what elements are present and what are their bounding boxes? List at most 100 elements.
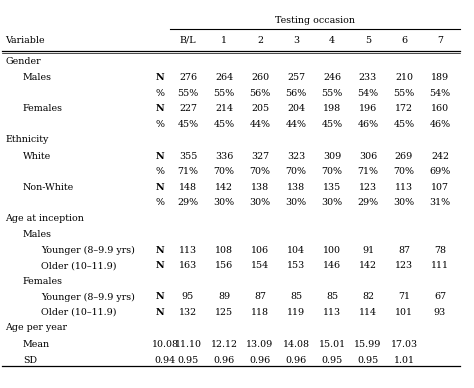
Text: 101: 101 — [395, 308, 413, 317]
Text: 0.95: 0.95 — [357, 356, 379, 365]
Text: 196: 196 — [359, 104, 377, 114]
Text: 17.03: 17.03 — [391, 340, 418, 349]
Text: 54%: 54% — [429, 89, 451, 98]
Text: 0.94: 0.94 — [155, 356, 175, 365]
Text: 45%: 45% — [321, 120, 343, 129]
Text: 242: 242 — [431, 152, 449, 161]
Text: 204: 204 — [287, 104, 305, 114]
Text: 114: 114 — [359, 308, 377, 317]
Text: 56%: 56% — [285, 89, 307, 98]
Text: 260: 260 — [251, 73, 269, 83]
Text: White: White — [23, 152, 51, 161]
Text: 71%: 71% — [177, 168, 199, 177]
Text: 15.01: 15.01 — [319, 340, 346, 349]
Text: SD: SD — [23, 356, 37, 365]
Text: %: % — [155, 120, 164, 129]
Text: 30%: 30% — [393, 199, 415, 208]
Text: 106: 106 — [251, 246, 269, 255]
Text: 30%: 30% — [249, 199, 271, 208]
Text: 6: 6 — [401, 36, 407, 45]
Text: 309: 309 — [323, 152, 341, 161]
Text: 205: 205 — [251, 104, 269, 114]
Text: 93: 93 — [434, 308, 446, 317]
Text: 276: 276 — [179, 73, 197, 83]
Text: 148: 148 — [179, 183, 197, 192]
Text: 46%: 46% — [357, 120, 379, 129]
Text: 89: 89 — [218, 293, 230, 301]
Text: 323: 323 — [287, 152, 305, 161]
Text: 257: 257 — [287, 73, 305, 83]
Text: 0.96: 0.96 — [213, 356, 235, 365]
Text: 100: 100 — [323, 246, 341, 255]
Text: 29%: 29% — [177, 199, 199, 208]
Text: 30%: 30% — [213, 199, 235, 208]
Text: Testing occasion: Testing occasion — [275, 16, 355, 25]
Text: 104: 104 — [287, 246, 305, 255]
Text: 154: 154 — [251, 262, 269, 270]
Text: 4: 4 — [329, 36, 335, 45]
Text: 45%: 45% — [393, 120, 415, 129]
Text: Non-White: Non-White — [23, 183, 74, 192]
Text: 172: 172 — [395, 104, 413, 114]
Text: N: N — [155, 246, 164, 255]
Text: N: N — [155, 293, 164, 301]
Text: Age per year: Age per year — [5, 324, 67, 333]
Text: 85: 85 — [290, 293, 302, 301]
Text: N: N — [155, 73, 164, 83]
Text: 0.96: 0.96 — [285, 356, 307, 365]
Text: Females: Females — [23, 104, 63, 114]
Text: 56%: 56% — [249, 89, 271, 98]
Text: 0.96: 0.96 — [249, 356, 271, 365]
Text: 189: 189 — [431, 73, 449, 83]
Text: 138: 138 — [251, 183, 269, 192]
Text: 210: 210 — [395, 73, 413, 83]
Text: 71%: 71% — [357, 168, 379, 177]
Text: 138: 138 — [287, 183, 305, 192]
Text: 163: 163 — [179, 262, 197, 270]
Text: 0.95: 0.95 — [321, 356, 343, 365]
Text: 70%: 70% — [285, 168, 307, 177]
Text: 246: 246 — [323, 73, 341, 83]
Text: 3: 3 — [293, 36, 299, 45]
Text: 233: 233 — [359, 73, 377, 83]
Text: 125: 125 — [215, 308, 233, 317]
Text: 71: 71 — [398, 293, 410, 301]
Text: Younger (8–9.9 yrs): Younger (8–9.9 yrs) — [41, 293, 135, 301]
Text: 1.01: 1.01 — [393, 356, 414, 365]
Text: 2: 2 — [257, 36, 263, 45]
Text: Older (10–11.9): Older (10–11.9) — [41, 262, 117, 270]
Text: 55%: 55% — [177, 89, 199, 98]
Text: 355: 355 — [179, 152, 197, 161]
Text: 29%: 29% — [357, 199, 379, 208]
Text: N: N — [155, 262, 164, 270]
Text: 108: 108 — [215, 246, 233, 255]
Text: Mean: Mean — [23, 340, 50, 349]
Text: Variable: Variable — [5, 36, 45, 45]
Text: 45%: 45% — [213, 120, 235, 129]
Text: 123: 123 — [359, 183, 377, 192]
Text: Older (10–11.9): Older (10–11.9) — [41, 308, 117, 317]
Text: Younger (8–9.9 yrs): Younger (8–9.9 yrs) — [41, 246, 135, 255]
Text: 113: 113 — [323, 308, 341, 317]
Text: 78: 78 — [434, 246, 446, 255]
Text: 70%: 70% — [321, 168, 343, 177]
Text: 70%: 70% — [213, 168, 235, 177]
Text: 10.08: 10.08 — [152, 340, 179, 349]
Text: Age at inception: Age at inception — [5, 214, 84, 223]
Text: 306: 306 — [359, 152, 377, 161]
Text: 30%: 30% — [321, 199, 343, 208]
Text: 13.09: 13.09 — [246, 340, 273, 349]
Text: 12.12: 12.12 — [210, 340, 237, 349]
Text: 113: 113 — [179, 246, 197, 255]
Text: 227: 227 — [179, 104, 197, 114]
Text: Males: Males — [23, 230, 52, 239]
Text: 214: 214 — [215, 104, 233, 114]
Text: 198: 198 — [323, 104, 341, 114]
Text: %: % — [155, 199, 164, 208]
Text: 0.95: 0.95 — [177, 356, 199, 365]
Text: 119: 119 — [287, 308, 305, 317]
Text: 55%: 55% — [321, 89, 343, 98]
Text: 142: 142 — [359, 262, 377, 270]
Text: 45%: 45% — [177, 120, 199, 129]
Text: 153: 153 — [287, 262, 305, 270]
